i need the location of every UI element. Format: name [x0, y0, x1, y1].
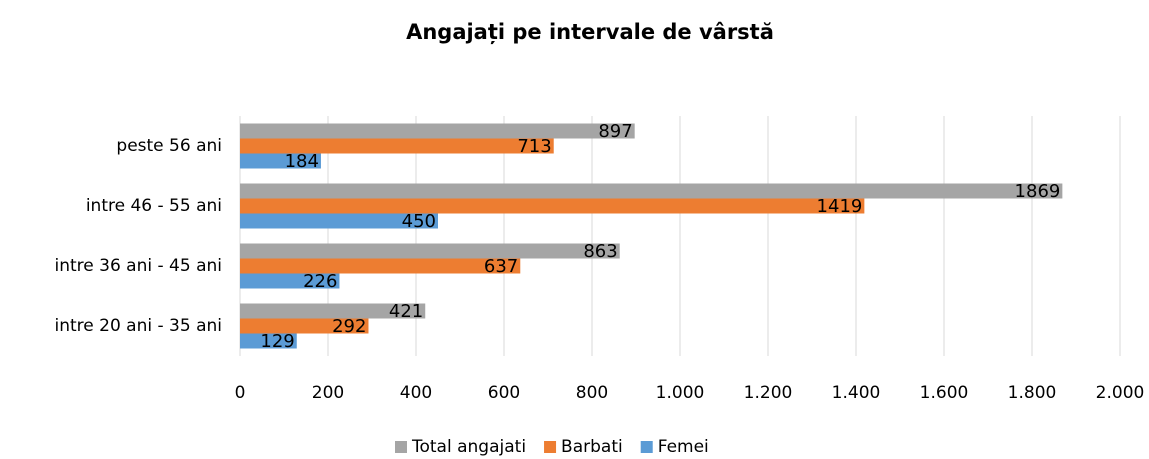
x-tick-label: 1.800 — [1008, 383, 1057, 403]
x-tick-label: 1.600 — [920, 383, 969, 403]
bar — [240, 333, 297, 349]
x-tick-label: 2.000 — [1096, 383, 1145, 403]
data-label: 1869 — [1015, 181, 1061, 202]
bar — [240, 183, 1063, 199]
bar — [240, 273, 340, 289]
x-tick-label: 1.200 — [744, 383, 793, 403]
chart-title: Angajați pe intervale de vârstă — [406, 20, 774, 45]
data-label: 1419 — [817, 196, 863, 217]
y-tick-label: intre 46 - 55 ani — [86, 196, 222, 216]
bar — [240, 198, 865, 214]
data-label: 421 — [389, 301, 423, 322]
bar — [240, 243, 620, 259]
bar — [240, 153, 321, 169]
data-label: 292 — [332, 316, 366, 337]
data-label: 713 — [517, 136, 551, 157]
data-label: 450 — [402, 211, 436, 232]
legend-label: Femei — [658, 437, 709, 457]
data-label: 129 — [260, 331, 294, 352]
x-tick-label: 0 — [235, 383, 246, 403]
legend-swatch — [395, 441, 407, 453]
bar — [240, 318, 369, 334]
y-tick-label: intre 36 ani - 45 ani — [55, 256, 223, 276]
bar — [240, 138, 554, 154]
y-tick-label: intre 20 ani - 35 ani — [55, 316, 223, 336]
y-tick-label: peste 56 ani — [116, 136, 222, 156]
legend-label: Total angajati — [411, 437, 526, 457]
legend-swatch — [640, 441, 653, 453]
data-label: 637 — [484, 256, 518, 277]
x-tick-label: 600 — [488, 383, 520, 403]
data-label: 863 — [583, 241, 617, 262]
bar — [240, 123, 635, 139]
data-label: 226 — [303, 271, 337, 292]
x-tick-label: 1.000 — [656, 383, 705, 403]
x-tick-label: 1.400 — [832, 383, 881, 403]
x-tick-label: 400 — [400, 383, 432, 403]
bar — [240, 213, 438, 229]
x-tick-label: 200 — [312, 383, 344, 403]
data-label: 897 — [598, 121, 632, 142]
legend-swatch — [544, 441, 557, 453]
bar — [240, 303, 426, 319]
bar — [240, 258, 521, 274]
x-tick-label: 800 — [576, 383, 608, 403]
data-label: 184 — [285, 151, 319, 172]
legend-label: Barbati — [561, 437, 623, 457]
